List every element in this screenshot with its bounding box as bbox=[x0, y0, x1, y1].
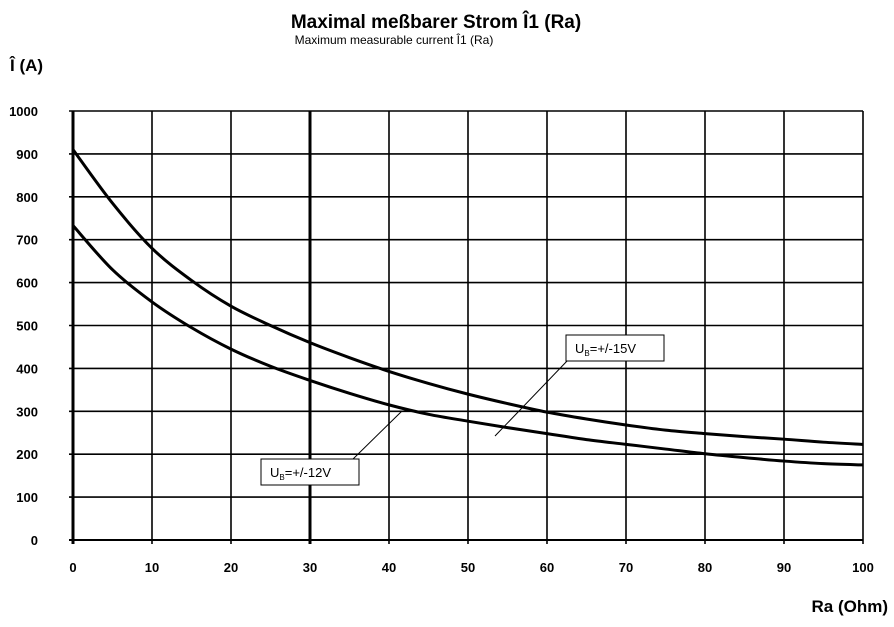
series-label-main: U bbox=[270, 465, 279, 480]
y-tick-label: 0 bbox=[31, 533, 38, 548]
series-label-sub: B bbox=[279, 473, 284, 482]
label-box-ub15 bbox=[565, 334, 665, 362]
y-tick-label: 200 bbox=[16, 447, 38, 462]
y-tick-label: 1000 bbox=[9, 104, 38, 119]
y-tick-label: 400 bbox=[16, 361, 38, 376]
chart-title: Maximal meßbarer Strom Î1 (Ra) bbox=[291, 11, 581, 33]
y-tick-label: 800 bbox=[16, 190, 38, 205]
label-box-ub12 bbox=[260, 458, 360, 486]
curves bbox=[71, 148, 864, 467]
x-tick-label: 10 bbox=[145, 560, 159, 575]
series-label-sub: B bbox=[584, 349, 589, 358]
x-tick-label: 70 bbox=[619, 560, 633, 575]
x-tick-label: 90 bbox=[777, 560, 791, 575]
series-label-rest: =+/-12V bbox=[285, 465, 332, 480]
y-tick-label: 100 bbox=[16, 490, 38, 505]
y-tick-label: 300 bbox=[16, 404, 38, 419]
series-label-main: U bbox=[575, 341, 584, 356]
x-tick-label: 40 bbox=[382, 560, 396, 575]
leader-line-ub15 bbox=[494, 359, 569, 437]
x-tick-label: 60 bbox=[540, 560, 554, 575]
x-tick-label: 30 bbox=[303, 560, 317, 575]
y-tick-label: 700 bbox=[16, 233, 38, 248]
x-tick-label: 0 bbox=[69, 560, 76, 575]
grid bbox=[69, 110, 864, 544]
series-label-ub12: UB=+/-12V bbox=[270, 465, 331, 482]
y-axis-label: Î (A) bbox=[9, 56, 43, 75]
series-line-ub15 bbox=[71, 148, 864, 446]
series-line-ub12 bbox=[71, 224, 864, 467]
x-tick-label: 100 bbox=[852, 560, 874, 575]
y-tick-label: 500 bbox=[16, 319, 38, 334]
leader-line-ub12 bbox=[350, 410, 403, 462]
y-tick-labels: 0 100 200 300 400 500 600 700 800 900 1000 bbox=[9, 104, 38, 548]
series-label-rest: =+/-15V bbox=[590, 341, 637, 356]
x-tick-label: 20 bbox=[224, 560, 238, 575]
x-tick-labels: 0 10 20 30 40 50 60 70 80 90 100 bbox=[69, 560, 873, 575]
y-tick-label: 600 bbox=[16, 276, 38, 291]
x-tick-label: 50 bbox=[461, 560, 475, 575]
series-label-ub15: UB=+/-15V bbox=[575, 341, 636, 358]
chart-subtitle: Maximum measurable current Î1 (Ra) bbox=[295, 32, 494, 47]
x-tick-label: 80 bbox=[698, 560, 712, 575]
x-axis-label: Ra (Ohm) bbox=[812, 597, 889, 616]
y-tick-label: 900 bbox=[16, 147, 38, 162]
